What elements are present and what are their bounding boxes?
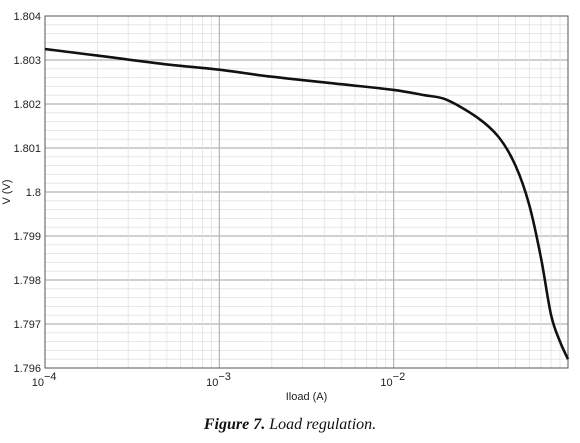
figure-label: Figure 7. — [203, 416, 266, 433]
x-tick-label: 10 −2 — [380, 371, 405, 389]
series-group — [44, 47, 570, 360]
x-tick-base: 10 — [206, 377, 218, 389]
x-tick-label: 10 −4 — [32, 371, 57, 389]
caption-text: Load regulation. — [269, 416, 377, 433]
y-tick-label: 1.801 — [13, 143, 41, 155]
y-tick-label: 1.796 — [13, 363, 41, 375]
y-axis-ticks: 1.804 1.803 1.802 1.801 1.8 1.799 1.798 1.797 1.… — [13, 11, 41, 375]
grid — [45, 16, 568, 368]
x-tick-base: 10 — [380, 377, 392, 389]
x-tick-exponent: −3 — [218, 371, 231, 383]
x-tick-exponent: −2 — [393, 371, 406, 383]
x-tick-label: 10 −3 — [206, 371, 231, 389]
y-tick-label: 1.804 — [13, 11, 41, 23]
x-tick-base: 10 — [32, 377, 44, 389]
y-tick-label: 1.802 — [13, 99, 41, 111]
x-tick-exponent: −4 — [44, 371, 57, 383]
plot-frame — [44, 15, 569, 369]
y-tick-label: 1.803 — [13, 55, 41, 67]
series-line-0 — [44, 47, 570, 360]
y-tick-label: 1.8 — [26, 187, 41, 199]
y-tick-label: 1.797 — [13, 319, 41, 331]
figure-caption: Figure 7. Load regulation. — [0, 416, 580, 434]
x-axis-label: Iload (A) — [286, 391, 328, 403]
y-tick-label: 1.799 — [13, 231, 41, 243]
y-tick-label: 1.798 — [13, 275, 41, 287]
load-regulation-chart: 1.804 1.803 1.802 1.801 1.8 1.799 1.798 1.797 1.… — [1, 11, 570, 403]
x-axis-ticks: 10 −4 10 −3 10 −2 — [32, 371, 405, 389]
y-axis-label: V (V) — [1, 179, 13, 204]
